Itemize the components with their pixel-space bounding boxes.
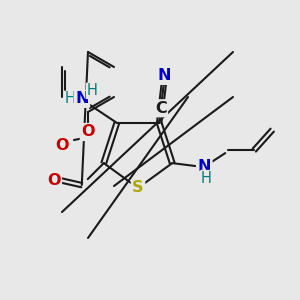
Text: O: O: [81, 124, 95, 140]
Text: S: S: [132, 181, 144, 196]
Text: H: H: [64, 92, 75, 106]
Text: N: N: [158, 68, 171, 83]
Text: O: O: [55, 139, 69, 154]
Text: H: H: [201, 171, 212, 186]
Text: H: H: [86, 83, 97, 98]
Text: O: O: [47, 172, 61, 188]
Text: N: N: [197, 159, 211, 174]
Text: N: N: [75, 92, 88, 106]
Text: C: C: [155, 101, 167, 116]
